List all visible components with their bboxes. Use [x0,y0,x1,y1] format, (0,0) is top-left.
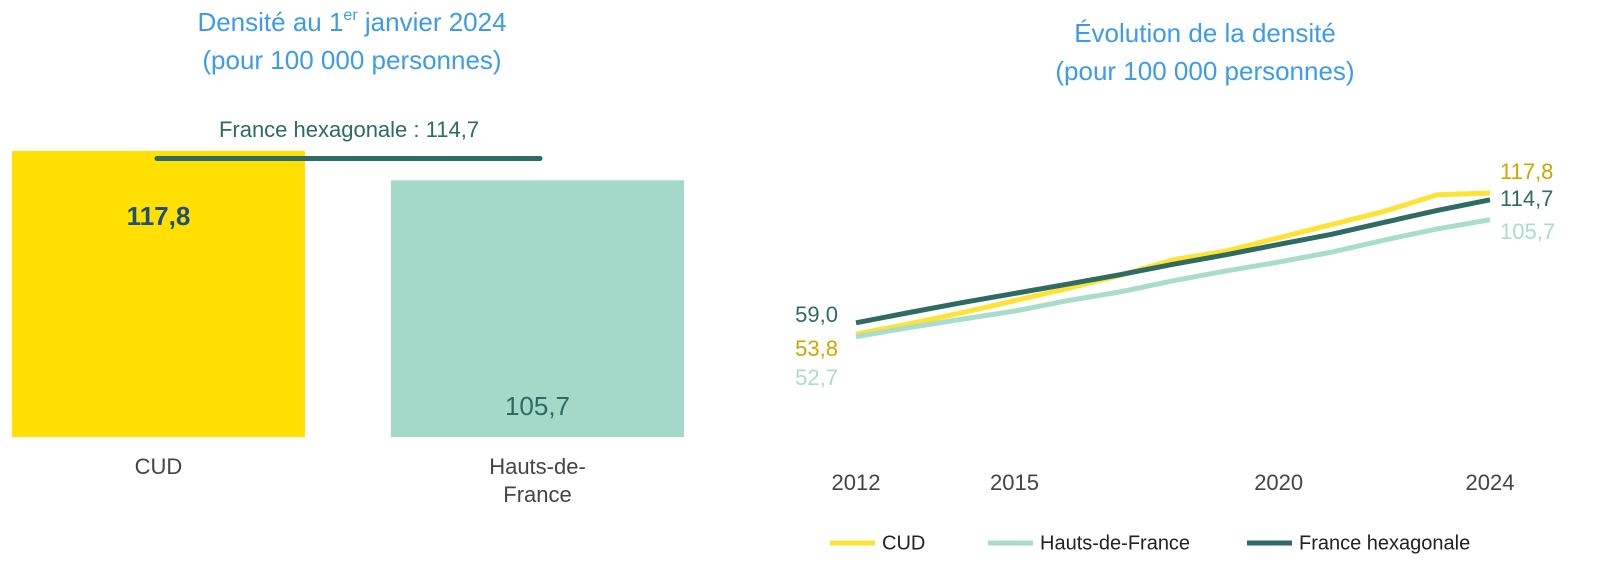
title-part: Densité au 1 [197,7,343,37]
x-tick-label: 2012 [832,470,881,495]
category-label: CUD [134,454,183,479]
data-label: 105,7 [1500,219,1555,244]
x-tick-label: 2015 [990,470,1039,495]
legend-label: CUD [882,532,925,554]
x-tick-label: 2020 [1254,470,1303,495]
chart-subtitle: (pour 100 000 personnes) [202,45,501,75]
data-label: 52,7 [795,365,838,390]
title-part: er [343,7,358,24]
bar [391,180,684,437]
legend-label: Hauts-de-France [1040,532,1190,554]
data-label: 117,8 [1500,159,1553,184]
reference-label: France hexagonale : 114,7 [219,117,479,142]
bar [12,150,305,438]
legend-label: France hexagonale [1299,532,1470,554]
data-label: 53,8 [795,336,838,361]
chart-title: Évolution de la densité [1074,18,1336,48]
series-line [855,217,1491,340]
series-line [855,197,1491,326]
bar-value-label: 117,8 [127,201,191,231]
data-label: 114,7 [1500,186,1553,211]
x-tick-label: 2024 [1466,470,1515,495]
chart-subtitle: (pour 100 000 personnes) [1055,56,1354,86]
bar-value-label: 105,7 [505,391,570,421]
data-label: 59,0 [795,302,838,327]
title-part: janvier 2024 [358,7,507,37]
chart-title: Densité au 1er janvier 2024 [197,7,506,37]
category-label: Hauts-de-France [489,454,586,507]
series-line [855,190,1491,337]
